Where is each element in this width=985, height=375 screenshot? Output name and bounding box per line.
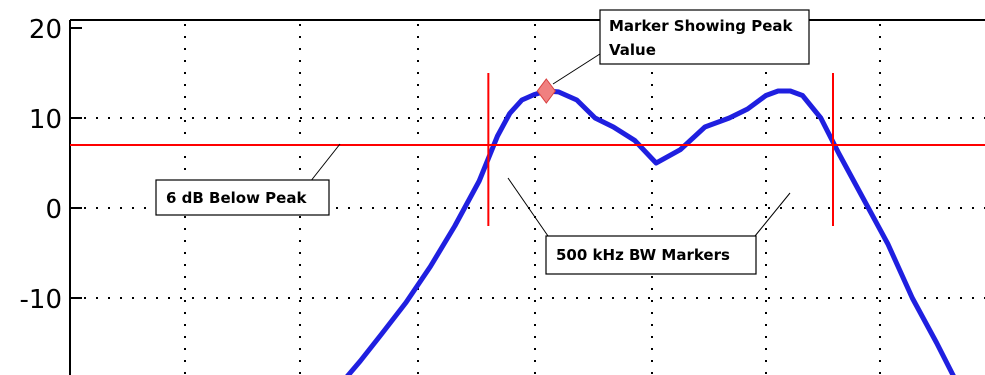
bw-leader-line-left <box>507 177 549 237</box>
bw-leader-line-right <box>754 192 791 237</box>
peak-callout-label: Value <box>609 41 656 59</box>
bw-callout-box <box>545 235 757 275</box>
peak-marker <box>536 78 556 104</box>
peak-leader-line <box>552 51 604 85</box>
markers <box>70 73 985 226</box>
ref-callout-box <box>155 179 330 216</box>
ref-callout-label: 6 dB Below Peak <box>166 189 307 207</box>
peak-callout-label: Marker Showing Peak <box>609 17 794 35</box>
y-tick-label: 10 <box>29 105 62 135</box>
ref-leader-line <box>309 143 341 183</box>
series-line <box>345 88 956 375</box>
axes <box>69 19 985 375</box>
y-tick-label: -10 <box>20 285 62 315</box>
y-tick-label: 20 <box>29 15 62 45</box>
y-tick-label: 0 <box>45 195 62 225</box>
callouts: Marker Showing Peak Value 6 dB Below Pea… <box>155 9 810 275</box>
bw-callout-label: 500 kHz BW Markers <box>556 246 730 264</box>
peak-callout-box <box>599 9 810 65</box>
series <box>345 88 956 375</box>
y-tick-labels: 20 10 0 -10 <box>20 15 62 315</box>
